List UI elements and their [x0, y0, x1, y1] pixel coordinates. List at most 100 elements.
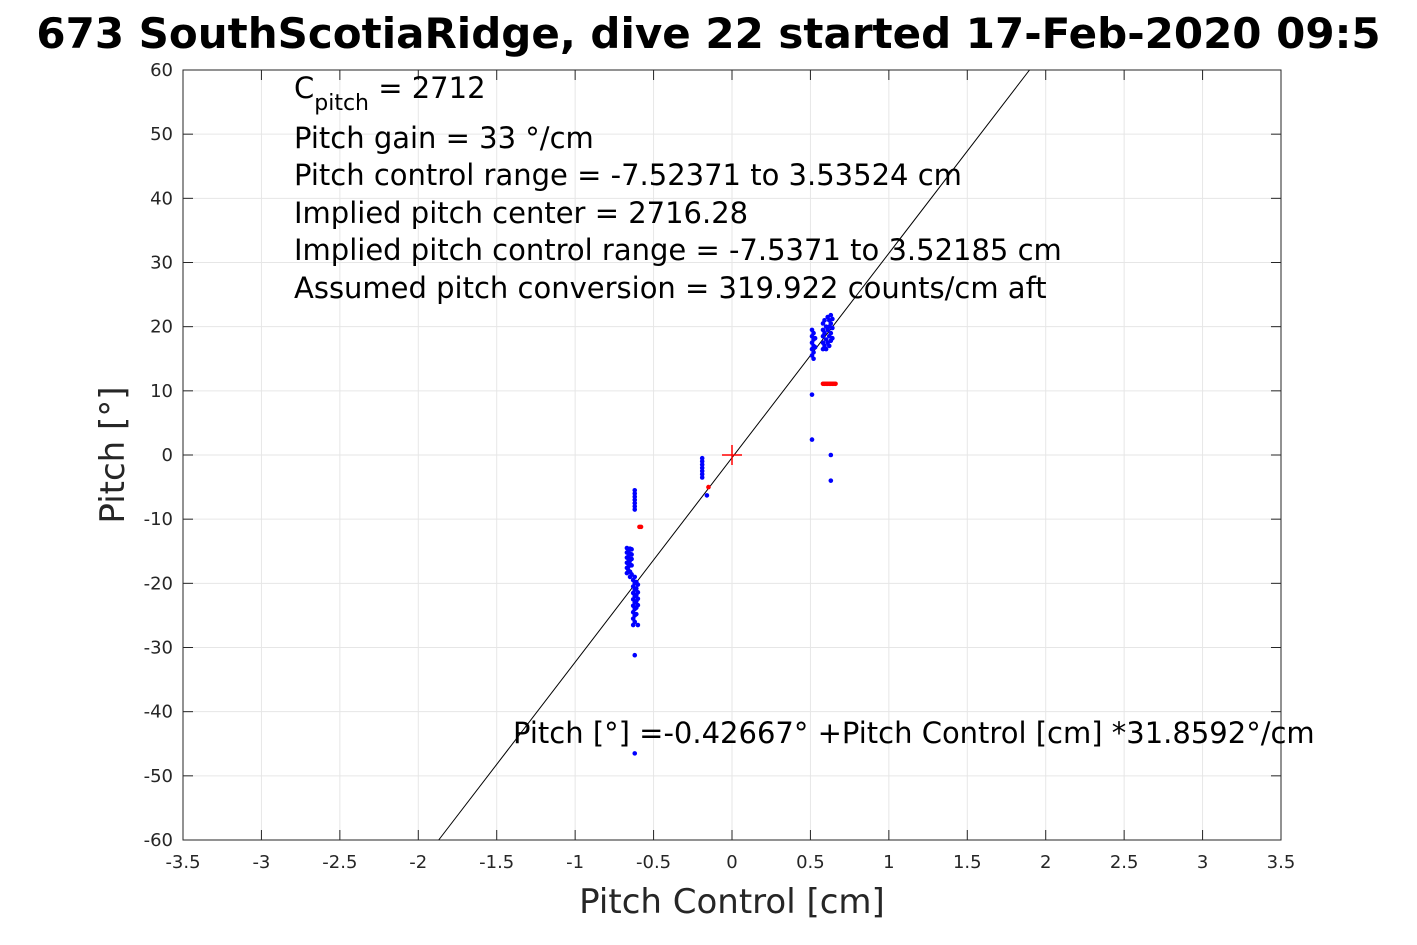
x-tick-label: 2.5 [1110, 852, 1139, 873]
y-tick-label: -30 [144, 638, 173, 659]
data-point [699, 468, 705, 474]
x-tick-label: -2 [409, 852, 427, 873]
axis-ticks [182, 69, 1282, 841]
data-point [629, 547, 634, 552]
data-point [828, 312, 834, 318]
data-point [632, 487, 638, 493]
x-tick-label: 0 [726, 852, 737, 873]
y-tick-labels: -60 -50 -40 -30 -20 -10 0 10 20 30 40 50 60 [144, 60, 173, 851]
center-marker [722, 445, 742, 465]
x-tick-label: -3 [252, 852, 270, 873]
data-point [632, 751, 638, 756]
y-tick-label: -50 [144, 766, 173, 787]
data-point [629, 552, 634, 557]
x-tick-label: -1 [566, 852, 584, 873]
grid-lines [182, 69, 1282, 841]
x-tick-label: 3.5 [1267, 852, 1296, 873]
annotation-pitch-gain: Pitch gain = 33 °/cm [294, 121, 594, 155]
data-point [699, 471, 705, 477]
data-point [635, 596, 641, 602]
data-point [635, 602, 641, 608]
y-tick-label: 60 [150, 60, 173, 81]
x-tick-labels: -3.5 -3 -2.5 -2 -1.5 -1 -0.5 0 0.5 1 1.5 2 2.5 3 3.5 [165, 852, 1295, 873]
data-point [809, 437, 815, 442]
y-tick-label: 10 [150, 381, 173, 402]
chart-title: 673 SouthScotiaRidge, dive 22 started 17… [36, 9, 1380, 58]
data-point [634, 586, 639, 591]
y-tick-label: -40 [144, 702, 173, 723]
data-point [812, 344, 818, 350]
y-tick-label: 50 [150, 124, 173, 145]
data-point [632, 507, 638, 512]
data-point [635, 622, 641, 628]
x-tick-label: 3 [1197, 852, 1208, 873]
data-point [637, 524, 642, 530]
annotation-pitch-control-range: Pitch control range = -7.52371 to 3.5352… [294, 158, 962, 192]
data-point [823, 346, 829, 352]
x-tick-label: 1.5 [953, 852, 982, 873]
data-point [699, 462, 705, 467]
data-point [632, 619, 638, 625]
data-point [629, 556, 634, 562]
data-point [822, 330, 827, 336]
x-axis-label: Pitch Control [cm] [579, 882, 885, 922]
data-point [828, 321, 834, 326]
data-point [632, 574, 638, 580]
x-tick-label: -2.5 [322, 852, 357, 873]
y-tick-label: 40 [150, 188, 173, 209]
annotation-cpitch: Cpitch = 2712 [294, 71, 486, 116]
data-point [822, 317, 827, 323]
data-point [830, 325, 835, 331]
data-point [828, 478, 834, 483]
data-point [632, 504, 638, 509]
data-point [632, 494, 638, 500]
annotation-implied-pitch-range: Implied pitch control range = -7.5371 to… [294, 233, 1062, 267]
data-point [699, 465, 705, 471]
data-point [635, 582, 641, 587]
data-point [830, 335, 835, 341]
y-tick-label: -10 [144, 509, 173, 530]
annotation-cpitch-value: = 2712 [369, 71, 486, 105]
data-point [828, 452, 834, 458]
x-tick-label: -1.5 [479, 852, 514, 873]
annotation-pitch-conversion: Assumed pitch conversion = 319.922 count… [294, 271, 1047, 305]
data-point [632, 497, 638, 503]
y-tick-label: 30 [150, 253, 173, 274]
data-point [809, 392, 815, 397]
data-point [811, 356, 816, 362]
data-point [632, 491, 638, 496]
annotation-fit-equation: Pitch [°] =-0.42667° +Pitch Control [cm]… [513, 716, 1315, 750]
x-tick-label: 0.5 [796, 852, 825, 873]
data-point [634, 611, 639, 617]
x-tick-label: -0.5 [636, 852, 671, 873]
data-point [811, 330, 816, 336]
y-tick-label: 20 [150, 317, 173, 338]
data-point [699, 455, 705, 461]
data-point [830, 316, 835, 322]
data-point [706, 484, 711, 490]
annotation-cpitch-main: C [294, 71, 314, 105]
y-axis-label: Pitch [°] [93, 386, 133, 523]
data-point [812, 335, 818, 341]
data-point [811, 350, 816, 355]
data-point [826, 343, 832, 349]
y-tick-label: 0 [162, 445, 173, 466]
data-point [632, 500, 638, 506]
annotation-cpitch-sub: pitch [314, 91, 369, 116]
data-point [629, 572, 634, 577]
y-tick-label: -20 [144, 573, 173, 594]
data-point [699, 459, 705, 464]
data-point [828, 330, 834, 336]
x-tick-label: -3.5 [165, 852, 200, 873]
data-point [833, 381, 838, 387]
x-tick-label: 2 [1040, 852, 1051, 873]
x-tick-label: 1 [883, 852, 894, 873]
data-point [704, 493, 710, 498]
data-point [632, 652, 638, 658]
data-point [629, 563, 634, 568]
annotation-implied-pitch-center: Implied pitch center = 2716.28 [294, 196, 748, 230]
data-point [635, 590, 641, 595]
y-tick-label: -60 [144, 830, 173, 851]
data-point [699, 475, 705, 480]
